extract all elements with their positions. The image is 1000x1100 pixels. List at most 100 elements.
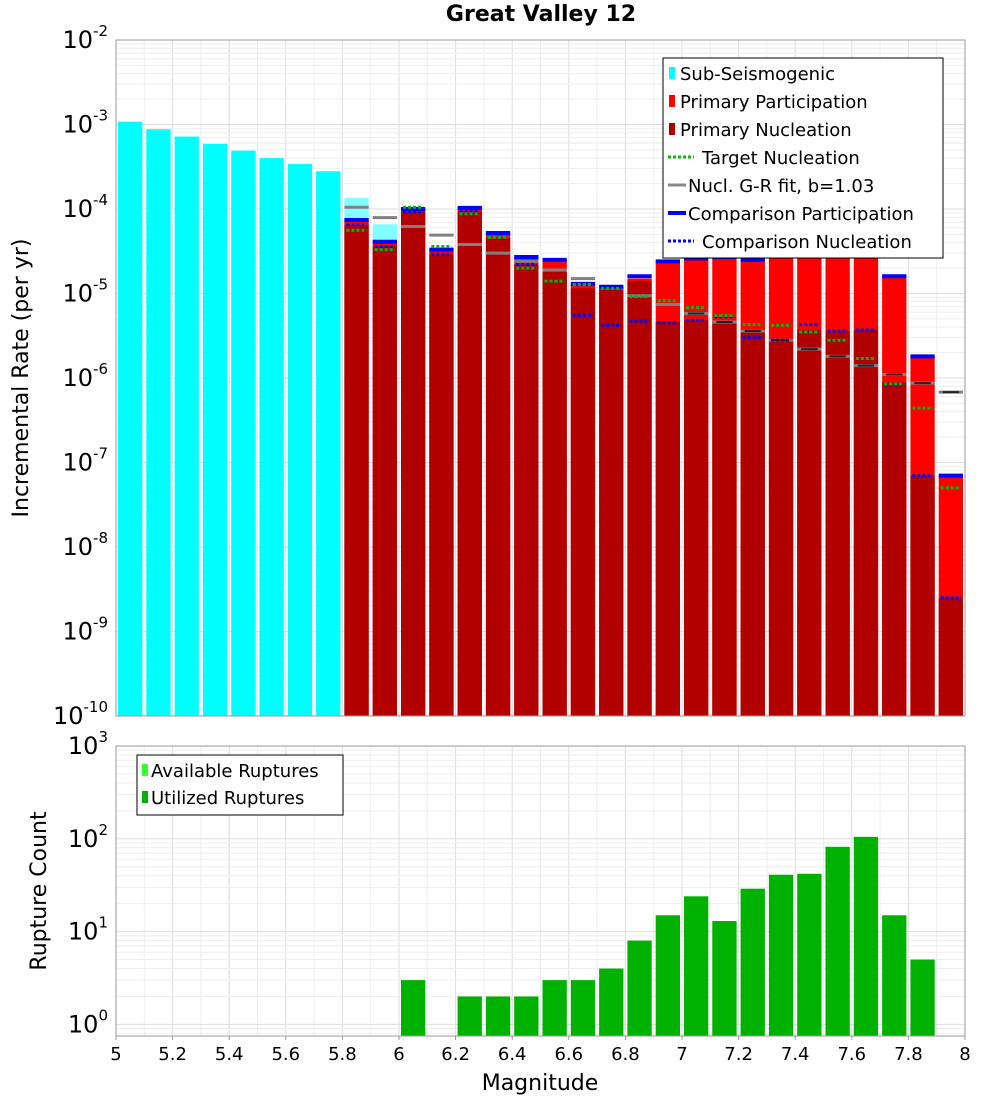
legend-label: Primary Participation: [680, 92, 868, 113]
legend-item: Sub-Seismogenic: [669, 64, 835, 85]
legend-item: Nucl. G-R fit, b=1.03: [668, 176, 874, 197]
count-utilized-bar: [712, 921, 737, 1036]
count-y-axis-label: Rupture Count: [27, 811, 52, 971]
count-utilized-bar: [401, 980, 426, 1036]
legend-label: Comparison Participation: [688, 204, 914, 225]
sub-seismogenic-bar: [287, 164, 313, 716]
sub-seismogenic-bar: [174, 136, 199, 716]
legend-item: Comparison Participation: [668, 204, 914, 225]
y-tick-label: 10-2: [62, 22, 108, 54]
primary-nucleation-bar: [344, 224, 369, 716]
x-tick-label: 7.4: [781, 1044, 810, 1065]
primary-nucleation-bar: [429, 254, 454, 716]
x-tick-label: 8: [959, 1044, 970, 1065]
count-utilized-bar: [740, 888, 765, 1036]
primary-nucleation-bar: [797, 329, 822, 716]
x-tick-label: 5.8: [328, 1044, 357, 1065]
count-utilized-bar: [514, 996, 539, 1036]
rate-legend: Sub-Seismogenic Primary Participation Prim…: [662, 57, 944, 259]
rate-plot-frame: [115, 39, 966, 717]
y-tick-label: 101: [68, 914, 108, 946]
y-tick-label: 10-9: [62, 614, 108, 646]
primary-nucleation-bar: [599, 290, 624, 716]
legend-swatch: [669, 95, 675, 107]
legend-label: Nucl. G-R fit, b=1.03: [688, 176, 874, 197]
sub-seismogenic-bar: [118, 121, 143, 716]
x-tick-label: 7.8: [894, 1044, 923, 1065]
legend-label: Utilized Ruptures: [151, 788, 304, 809]
legend-label: Target Nucleation: [701, 148, 860, 169]
rate-plot-y-ticks: 10-2 10-3 10-4 10-5 10-6 10-7 10-8 10-9 10-10: [53, 22, 108, 730]
count-utilized-bar: [485, 996, 511, 1036]
chart-title: Great Valley 12: [445, 2, 637, 27]
primary-nucleation-bar: [627, 281, 652, 716]
count-plot-bars: [401, 836, 935, 1036]
x-tick-label: 5.6: [271, 1044, 300, 1065]
x-tick-label: 7: [676, 1044, 687, 1065]
count-utilized-bar: [768, 874, 794, 1036]
x-axis-label: Magnitude: [482, 1071, 599, 1096]
legend-swatch: [142, 764, 148, 776]
rate-plot: 10-2 10-3 10-4 10-5 10-6 10-7 10-8 10-9 10-10 In…: [9, 22, 966, 730]
legend-swatch: [669, 67, 675, 79]
count-plot-y-ticks: 103 102 101 100: [68, 728, 108, 1038]
y-tick-label: 10-10: [53, 698, 108, 730]
primary-nucleation-bar: [938, 597, 963, 716]
y-tick-label: 10-6: [62, 360, 108, 392]
primary-nucleation-bar: [570, 288, 596, 716]
rate-y-axis-label: Incremental Rate (per yr): [9, 239, 34, 518]
x-tick-label: 6.4: [498, 1044, 527, 1065]
y-tick-label: 103: [68, 728, 108, 760]
legend-label: Available Ruptures: [151, 761, 319, 782]
x-tick-label: 6.8: [611, 1044, 640, 1065]
count-utilized-bar: [570, 980, 596, 1036]
legend-item: Target Nucleation: [668, 148, 860, 169]
count-utilized-bar: [655, 915, 680, 1036]
count-utilized-bar: [882, 915, 907, 1036]
legend-label: Primary Nucleation: [680, 120, 852, 141]
legend-item: Primary Participation: [669, 92, 868, 113]
primary-nucleation-bar: [768, 338, 794, 716]
legend-swatch: [142, 791, 148, 803]
count-utilized-bar: [627, 940, 652, 1036]
count-utilized-bar: [797, 873, 822, 1036]
count-utilized-bar: [684, 896, 709, 1036]
y-tick-label: 10-3: [62, 107, 108, 139]
count-utilized-bar: [599, 968, 624, 1036]
x-tick-label: 6: [393, 1044, 404, 1065]
primary-nucleation-bar: [514, 264, 539, 716]
sub-seismogenic-bar: [202, 143, 228, 716]
legend-label: Sub-Seismogenic: [680, 64, 835, 85]
primary-nucleation-bar: [712, 321, 737, 716]
legend-item: Utilized Ruptures: [142, 788, 304, 809]
x-tick-label: 5.2: [158, 1044, 187, 1065]
primary-nucleation-bar: [457, 211, 482, 716]
count-plot: 103 102 101 100 5 5.2 5.4 5.6 5.8 6 6.2 6.4 6.6 6.8 7…: [27, 728, 971, 1096]
primary-nucleation-bar: [882, 382, 907, 716]
legend-swatch: [669, 123, 675, 135]
primary-nucleation-bar: [910, 475, 935, 716]
primary-nucleation-bar: [655, 321, 680, 716]
y-tick-label: 102: [68, 821, 108, 853]
count-legend-box: [136, 754, 344, 816]
sub-seismogenic-bar: [146, 129, 171, 716]
x-tick-label: 5.4: [215, 1044, 244, 1065]
count-utilized-bar: [457, 996, 482, 1036]
primary-nucleation-bar: [542, 271, 567, 716]
count-utilized-bar: [853, 836, 879, 1036]
primary-nucleation-bar: [401, 211, 426, 716]
primary-nucleation-bar: [485, 238, 511, 716]
sub-seismogenic-bar: [316, 171, 341, 716]
x-axis-ticks: 5 5.2 5.4 5.6 5.8 6 6.2 6.4 6.6 6.8 7 7.2 7.4 7.6 7.8 8: [110, 1036, 971, 1065]
legend-item: Primary Nucleation: [669, 120, 852, 141]
legend-label: Comparison Nucleation: [702, 232, 912, 253]
x-tick-label: 7.2: [724, 1044, 753, 1065]
primary-nucleation-bar: [853, 329, 879, 716]
y-tick-label: 100: [68, 1006, 108, 1038]
x-tick-label: 6.2: [441, 1044, 470, 1065]
primary-nucleation-bar: [825, 330, 850, 716]
x-tick-label: 7.6: [837, 1044, 866, 1065]
x-tick-label: 5: [110, 1044, 121, 1065]
sub-seismogenic-bar: [231, 150, 256, 716]
